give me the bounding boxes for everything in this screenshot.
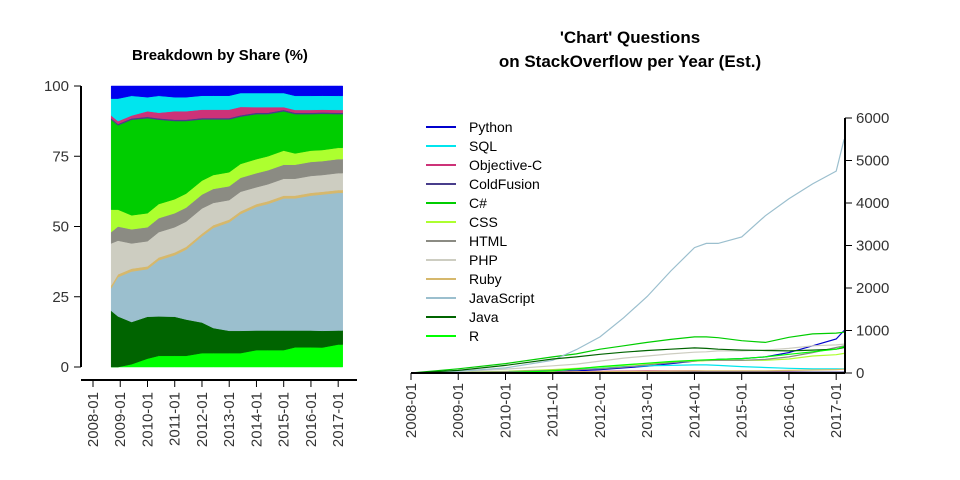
left-y-axis: 0 25 50 75 100 xyxy=(44,78,82,376)
legend-label: CSS xyxy=(469,214,498,230)
legend-item-html: HTML xyxy=(426,233,507,249)
left-x-tick-label: 2010-01 xyxy=(139,392,156,447)
legend-label: JavaScript xyxy=(469,290,534,306)
left-x-tick-label: 2014-01 xyxy=(248,392,265,447)
line-java xyxy=(410,346,845,374)
left-x-tick-label: 2016-01 xyxy=(303,392,320,447)
right-y-tick-label: 0 xyxy=(856,365,864,382)
legend-item-c: C# xyxy=(426,195,487,211)
right-x-tick-label: 2016-01 xyxy=(781,383,798,438)
left-y-tick-label: 100 xyxy=(44,78,69,95)
left-y-tick-label: 75 xyxy=(52,148,69,165)
right-y-tick-label: 5000 xyxy=(856,153,889,170)
left-x-tick-label: 2015-01 xyxy=(276,392,293,447)
left-x-tick-label: 2013-01 xyxy=(221,392,238,447)
right-x-tick-label: 2014-01 xyxy=(686,383,703,438)
legend-label: Java xyxy=(469,309,499,325)
chart-legend: Python SQL Objective-C ColdFusion C# CSS HTML P… xyxy=(426,119,542,344)
left-y-tick-label: 25 xyxy=(52,289,69,306)
left-chart-title: Breakdown by Share (%) xyxy=(132,47,308,64)
line-r xyxy=(411,346,845,374)
legend-label: C# xyxy=(469,195,487,211)
share-area-layers xyxy=(110,85,343,368)
legend-label: PHP xyxy=(469,252,498,268)
legend-item-java: Java xyxy=(426,309,499,325)
right-x-tick-label: 2008-01 xyxy=(403,383,420,438)
right-y-tick-label: 6000 xyxy=(856,110,889,127)
right-x-tick-label: 2011-01 xyxy=(545,383,562,437)
right-y-tick-label: 4000 xyxy=(856,195,889,212)
legend-item-php: PHP xyxy=(426,252,498,268)
right-chart-subtitle: on StackOverflow per Year (Est.) xyxy=(499,52,761,71)
right-x-tick-label: 2013-01 xyxy=(639,383,656,438)
questions-line-chart: 'Chart' Questions on StackOverflow per Y… xyxy=(403,28,889,438)
right-x-tick-label: 2012-01 xyxy=(592,383,609,438)
share-area-python xyxy=(110,85,343,99)
left-x-tick-label: 2009-01 xyxy=(112,392,129,447)
share-area-chart: Breakdown by Share (%) 0 25 50 75 100 2008-0… xyxy=(44,47,357,447)
line-php xyxy=(410,343,845,374)
right-x-tick-label: 2015-01 xyxy=(734,383,751,438)
legend-label: Python xyxy=(469,119,513,135)
legend-label: R xyxy=(469,328,479,344)
line-javascript xyxy=(410,139,845,374)
right-x-tick-label: 2010-01 xyxy=(497,383,514,438)
right-chart-title: 'Chart' Questions xyxy=(560,28,700,47)
legend-label: Objective-C xyxy=(469,157,542,173)
legend-label: Ruby xyxy=(469,271,502,287)
legend-item-css: CSS xyxy=(426,214,498,230)
legend-label: ColdFusion xyxy=(469,176,540,192)
right-y-tick-label: 1000 xyxy=(856,323,889,340)
legend-item-r: R xyxy=(426,328,479,344)
right-x-tick-label: 2009-01 xyxy=(450,383,467,438)
left-x-tick-label: 2011-01 xyxy=(167,392,184,446)
legend-label: HTML xyxy=(469,233,507,249)
legend-item-javascript: JavaScript xyxy=(426,290,534,306)
legend-label: SQL xyxy=(469,138,497,154)
legend-item-sql: SQL xyxy=(426,138,497,154)
right-y-tick-label: 2000 xyxy=(856,280,889,297)
legend-item-objective-c: Objective-C xyxy=(426,157,542,173)
left-x-axis: 2008-01 2009-01 2010-01 2011-01 2012-01 2013-… xyxy=(81,379,357,447)
left-y-tick-label: 0 xyxy=(61,359,69,376)
left-y-tick-label: 50 xyxy=(52,219,69,236)
line-c xyxy=(410,331,845,374)
right-y-axis: 0 1000 2000 3000 4000 5000 6000 xyxy=(844,110,889,382)
left-x-tick-label: 2017-01 xyxy=(330,392,347,447)
right-x-axis: 2008-01 2009-01 2010-01 2011-01 2012-01 2013-… xyxy=(403,372,845,438)
legend-item-coldfusion: ColdFusion xyxy=(426,176,540,192)
left-x-tick-label: 2008-01 xyxy=(85,392,102,447)
right-y-tick-label: 3000 xyxy=(856,238,889,255)
left-x-tick-label: 2012-01 xyxy=(194,392,211,447)
legend-item-python: Python xyxy=(426,119,513,135)
right-x-tick-label: 2017-01 xyxy=(828,383,845,438)
legend-item-ruby: Ruby xyxy=(426,271,502,287)
